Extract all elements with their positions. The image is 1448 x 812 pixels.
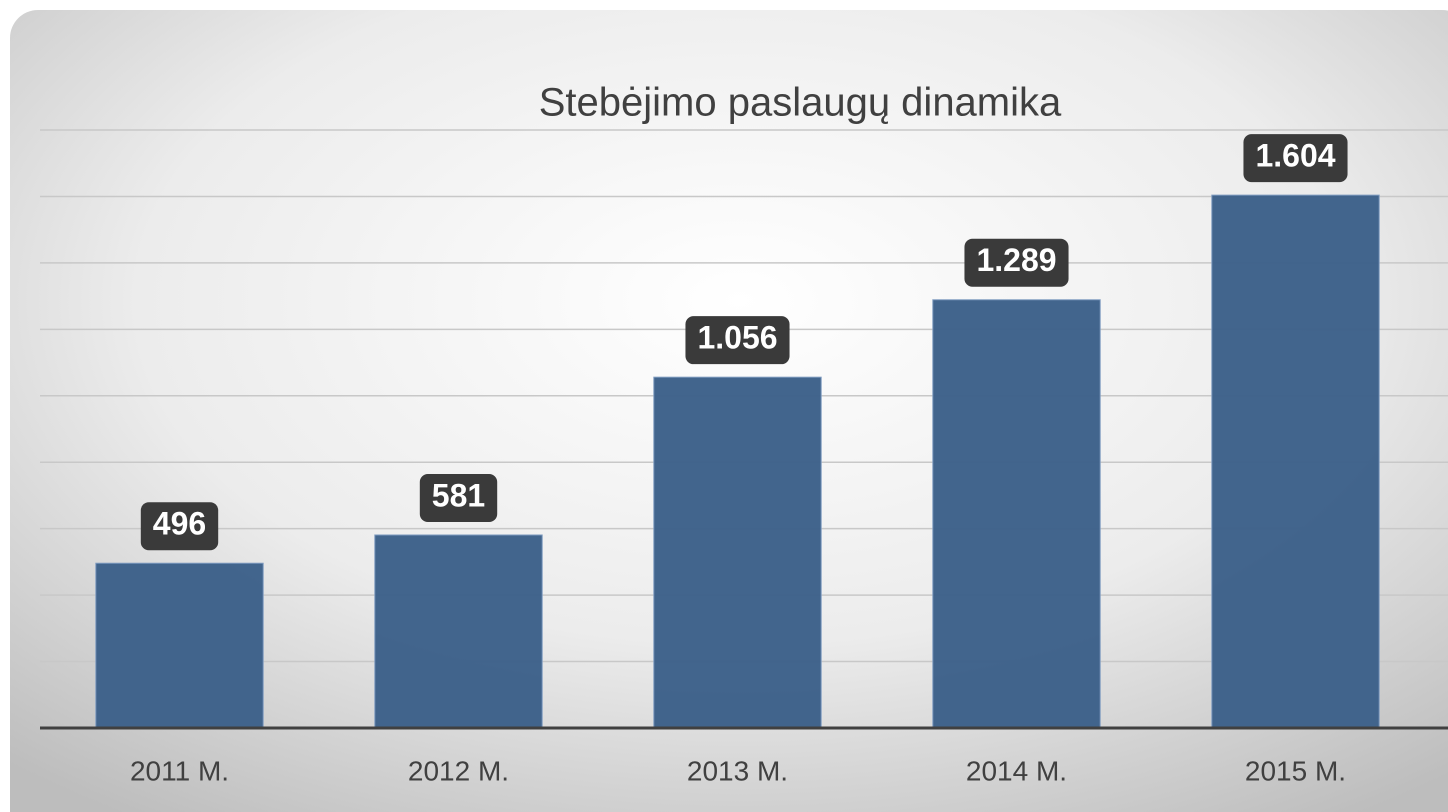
x-tick-label: 2015 M. xyxy=(1245,755,1346,786)
x-tick-label: 2012 M. xyxy=(408,755,509,786)
bar xyxy=(374,534,543,729)
bar xyxy=(932,299,1101,729)
data-label: 1.056 xyxy=(697,320,777,356)
x-tick-label: 2011 M. xyxy=(130,755,229,786)
chart-title: Stebėjimo paslaugų dinamika xyxy=(539,81,1062,125)
bar xyxy=(1211,194,1380,729)
bar xyxy=(95,562,264,729)
bar xyxy=(653,376,822,729)
data-label-box xyxy=(964,238,1069,287)
data-label-box xyxy=(140,502,219,551)
data-label-box xyxy=(419,473,498,522)
data-label-box xyxy=(685,316,790,365)
data-label: 581 xyxy=(432,477,485,513)
data-label-box xyxy=(1243,134,1348,183)
bars: 496 581 1.056 1.289 1.604 xyxy=(95,134,1380,729)
x-tick-label: 2013 M. xyxy=(687,755,788,786)
data-label: 496 xyxy=(153,506,206,542)
x-tick-label: 2014 M. xyxy=(966,755,1067,786)
data-label: 1.289 xyxy=(976,242,1056,278)
data-label: 1.604 xyxy=(1255,138,1335,174)
